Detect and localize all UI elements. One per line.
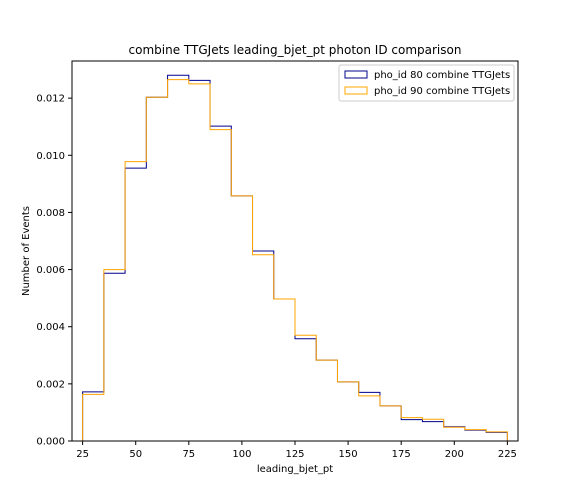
y-axis-ticks: 0.000 0.002 0.004 0.006 0.008 0.010 0.012 <box>36 94 72 448</box>
x-axis-ticks: 25 50 75 100 125 150 175 200 225 <box>76 441 517 460</box>
y-tick-label: 0.006 <box>36 265 65 276</box>
legend-label: pho_id 80 combine TTGJets <box>374 70 510 81</box>
y-tick-label: 0.000 <box>36 437 65 448</box>
legend-swatch <box>344 70 368 79</box>
x-tick-label: 200 <box>445 449 464 460</box>
series-group <box>82 74 508 441</box>
x-tick-label: 125 <box>285 449 304 460</box>
y-tick-label: 0.002 <box>36 379 65 390</box>
y-axis-label: Number of Events <box>21 206 32 296</box>
y-tick-label: 0.008 <box>36 208 65 219</box>
x-tick-label: 25 <box>76 449 89 460</box>
legend: pho_id 80 combine TTGJets pho_id 90 combi… <box>338 64 515 102</box>
series-step-line-2 <box>82 79 508 441</box>
x-tick-label: 75 <box>182 449 195 460</box>
y-tick-label: 0.010 <box>36 151 65 162</box>
axes-frame <box>71 60 519 442</box>
x-axis-label: leading_bjet_pt <box>257 464 333 475</box>
x-tick-label: 150 <box>339 449 358 460</box>
x-tick-label: 100 <box>232 449 251 460</box>
y-tick-label: 0.012 <box>36 94 65 105</box>
legend-swatch <box>344 86 368 95</box>
y-tick-label: 0.004 <box>36 322 65 333</box>
x-tick-label: 50 <box>129 449 142 460</box>
legend-box <box>338 64 515 102</box>
x-tick-label: 225 <box>498 449 517 460</box>
legend-label: pho_id 90 combine TTGJets <box>374 86 510 97</box>
chart-title: combine TTGJets leading_bjet_pt photon I… <box>129 43 462 57</box>
x-tick-label: 175 <box>392 449 411 460</box>
